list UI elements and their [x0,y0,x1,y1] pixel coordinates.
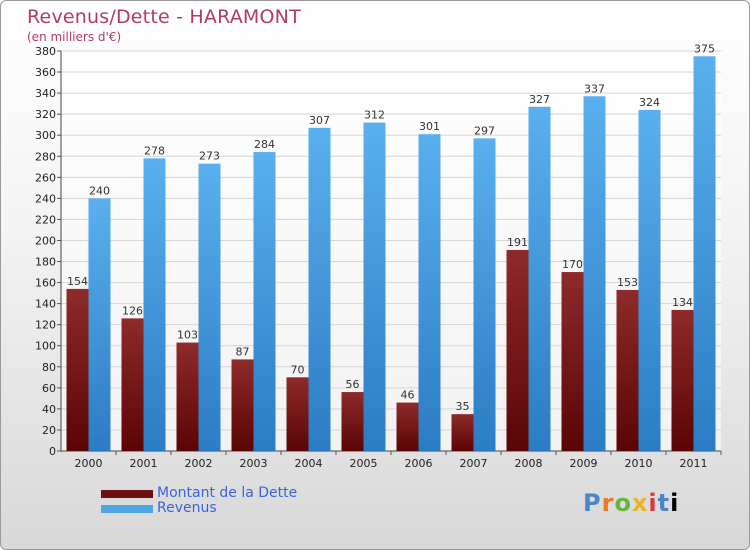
plot-area [61,51,721,451]
data-label-revenus: 375 [694,42,715,55]
x-tick-label: 2007 [460,457,488,470]
y-tick-label: 160 [35,277,56,290]
bar-dette [396,402,419,451]
data-label-revenus: 312 [364,109,385,122]
x-tick-label: 2002 [185,457,213,470]
data-label-revenus: 337 [584,82,605,95]
bar-dette [561,272,584,451]
bar-revenus [198,163,221,451]
x-tick-label: 2001 [130,457,158,470]
data-label-revenus: 307 [309,114,330,127]
data-label-dette: 35 [456,400,470,413]
legend-swatch-revenus [101,504,153,513]
legend-item-revenus: Revenus [101,501,297,516]
bar-revenus [253,152,276,452]
bar-dette [671,309,694,451]
legend-label-revenus: Revenus [157,500,217,516]
x-tick-label: 2004 [295,457,323,470]
data-label-dette: 191 [507,236,528,249]
data-label-dette: 103 [177,329,198,342]
y-tick-label: 140 [35,298,56,311]
x-tick-label: 2005 [350,457,378,470]
data-label-revenus: 240 [89,184,110,197]
data-label-revenus: 324 [639,96,660,109]
chart-subtitle: (en milliers d'€) [27,30,122,44]
y-tick-label: 220 [35,213,56,226]
legend-label-dette: Montant de la Dette [157,485,298,501]
y-tick-label: 260 [35,171,56,184]
bar-dette [341,392,364,451]
x-tick-label: 2003 [240,457,268,470]
y-tick-label: 100 [35,340,56,353]
y-tick-label: 20 [42,424,56,437]
x-tick-label: 2010 [625,457,653,470]
legend: Montant de la Dette Revenus [101,486,297,516]
data-label-dette: 46 [401,389,415,402]
data-label-dette: 170 [562,258,583,271]
bar-dette [506,249,529,451]
data-label-dette: 126 [122,304,143,317]
data-label-dette: 70 [291,363,305,376]
bar-revenus [583,96,606,452]
y-tick-label: 380 [35,45,56,58]
bar-dette [286,377,309,451]
bar-dette [66,288,89,451]
bar-dette [451,414,474,451]
legend-item-dette: Montant de la Dette [101,486,297,501]
y-tick-label: 60 [42,382,56,395]
data-label-revenus: 327 [529,93,550,106]
bar-dette [616,289,639,451]
data-label-revenus: 273 [199,150,220,163]
y-tick-label: 280 [35,150,56,163]
y-tick-label: 360 [35,66,56,79]
bar-revenus [528,106,551,451]
y-tick-label: 0 [49,445,56,458]
y-tick-label: 200 [35,234,56,247]
x-tick-label: 2009 [570,457,598,470]
bar-revenus [143,158,166,452]
data-label-revenus: 301 [419,120,440,133]
bar-revenus [418,134,441,451]
bar-revenus [638,109,661,452]
data-label-revenus: 278 [144,144,165,157]
data-label-dette: 56 [346,378,360,391]
x-tick-label: 2000 [75,457,103,470]
y-tick-label: 320 [35,108,56,121]
y-tick-label: 80 [42,361,56,374]
x-tick-label: 2006 [405,457,433,470]
bar-revenus [88,198,111,451]
bar-dette [121,318,144,451]
bar-revenus [473,138,496,452]
data-label-revenus: 297 [474,124,495,137]
data-label-dette: 134 [672,296,693,309]
x-tick-label: 2011 [680,457,708,470]
chart-title: Revenus/Dette - HARAMONT [27,6,301,28]
legend-swatch-dette [101,489,153,498]
bar-revenus [363,122,386,451]
bar-revenus [308,127,331,451]
y-tick-label: 120 [35,319,56,332]
x-tick-label: 2008 [515,457,543,470]
proxiti-logo: Proxiti [583,489,680,517]
y-tick-label: 180 [35,256,56,269]
y-tick-label: 340 [35,87,56,100]
data-label-dette: 154 [67,275,88,288]
data-label-dette: 153 [617,276,638,289]
bar-dette [176,342,199,451]
y-tick-label: 300 [35,129,56,142]
data-label-revenus: 284 [254,138,275,151]
bar-dette [231,359,254,451]
y-tick-label: 40 [42,403,56,416]
y-tick-label: 240 [35,192,56,205]
data-label-dette: 87 [236,345,250,358]
bar-revenus [693,56,716,452]
